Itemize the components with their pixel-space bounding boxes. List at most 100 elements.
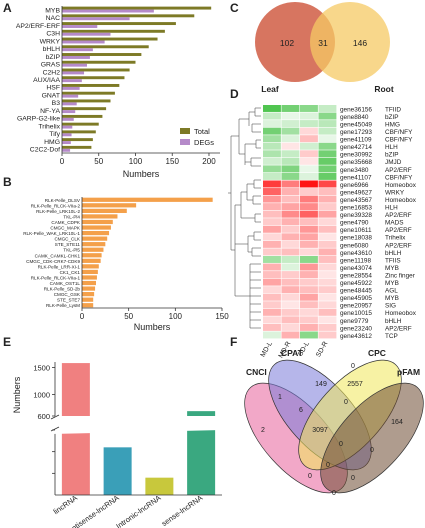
d-gene-label: gene8840 — [340, 114, 369, 121]
d-family-label: bHLH — [385, 318, 402, 325]
f-region-count: 3097 — [312, 427, 328, 434]
d-heatmap-cell — [300, 323, 318, 331]
d-family-label: Homeobox — [385, 310, 417, 317]
d-gene-label: gene39328 — [340, 212, 372, 219]
b-bar — [82, 269, 98, 275]
d-gene-label: gene6966 — [340, 182, 369, 189]
d-gene-label: gene4790 — [340, 220, 369, 227]
d-heatmap-cell — [318, 271, 337, 279]
panel-e-chart: lincRNAAntisense-lncRNAIntronic-lncRNAse… — [12, 362, 223, 528]
d-heatmap-cell — [263, 172, 281, 180]
a-bar-degs — [62, 63, 87, 67]
d-heatmap-cell — [300, 233, 318, 241]
d-heatmap-cell — [263, 256, 281, 263]
e-y-tick-label: 1000 — [33, 390, 50, 399]
b-x-axis-label: Numbers — [134, 322, 171, 332]
d-column-label: MD-L — [260, 340, 274, 358]
b-bar — [82, 242, 106, 247]
d-heatmap-cell — [263, 248, 281, 256]
d-heatmap-cell — [318, 308, 337, 316]
d-gene-label: gene48445 — [340, 288, 372, 295]
b-bar — [82, 214, 118, 219]
d-heatmap-cell — [281, 286, 300, 294]
d-heatmap-cell — [281, 256, 300, 263]
a-category-label: bHLH — [43, 46, 60, 53]
b-category-label: TKL-Pl5 — [63, 248, 80, 253]
f-cpc-label: CPC — [368, 348, 386, 358]
d-heatmap-cell — [281, 323, 300, 331]
d-heatmap-cell — [281, 308, 300, 316]
d-heatmap-cell — [318, 286, 337, 294]
d-heatmap-cell — [318, 105, 337, 112]
c-leaf-circle — [255, 2, 335, 82]
b-category-label: RLK-Pelle_RLCK-VIIa-1 — [31, 275, 81, 280]
d-family-label: bZIP — [385, 114, 399, 121]
b-category-label: RLK-Pelle_SD-2b — [44, 287, 81, 292]
d-heatmap-cell — [263, 112, 281, 120]
d-heatmap-cell — [318, 142, 337, 150]
b-bar — [82, 236, 108, 241]
d-heatmap-cell — [263, 240, 281, 248]
b-category-label: RLK-Pelle_DLSV — [45, 198, 81, 203]
panel-label-a: A — [3, 1, 12, 15]
d-heatmap-cell — [300, 120, 318, 128]
a-category-label: NAC — [46, 15, 60, 22]
e-y-axis-label: Numbers — [12, 376, 22, 413]
d-heatmap-cell — [281, 203, 300, 211]
d-heatmap-cell — [318, 195, 337, 203]
d-heatmap-cell — [263, 142, 281, 150]
d-heatmap-cell — [300, 218, 318, 226]
d-heatmap-cell — [263, 195, 281, 203]
b-x-tick-label: 150 — [215, 312, 229, 321]
a-bar-degs — [62, 71, 85, 75]
d-heatmap-cell — [281, 225, 300, 233]
d-heatmap-cell — [281, 150, 300, 158]
d-gene-label: gene17293 — [340, 129, 372, 136]
d-heatmap-cell — [300, 316, 318, 324]
e-bar — [145, 477, 174, 495]
c-overlap-count: 31 — [318, 38, 328, 48]
d-gene-label: gene41107 — [340, 174, 372, 181]
e-axis-break-gap — [50, 426, 223, 434]
b-bar — [82, 197, 213, 202]
d-family-label: HLH — [385, 144, 398, 151]
panel-label-d: D — [230, 87, 239, 101]
d-heatmap-cell — [300, 165, 318, 173]
d-heatmap-cell — [318, 240, 337, 248]
a-category-label: B3 — [52, 100, 61, 107]
d-family-label: AP2/ERF — [385, 325, 412, 332]
d-heatmap-cell — [300, 225, 318, 233]
a-bar-total — [62, 45, 149, 49]
d-family-label: WRKY — [385, 189, 405, 196]
f-region-count: 164 — [391, 419, 403, 426]
b-bar — [82, 225, 111, 230]
d-heatmap-cell — [318, 127, 337, 135]
d-heatmap-cell — [263, 127, 281, 135]
d-heatmap-cell — [300, 112, 318, 120]
d-gene-label: gene43610 — [340, 250, 372, 257]
d-family-label: MYB — [385, 280, 399, 287]
a-bar-degs — [62, 86, 80, 90]
d-gene-label: gene43567 — [340, 197, 372, 204]
e-y-tick-label: 600 — [37, 412, 50, 421]
a-bar-total — [62, 122, 99, 126]
d-heatmap-cell — [300, 240, 318, 248]
a-category-label: bZIP — [46, 54, 61, 61]
f-region-count: 0 — [344, 399, 348, 406]
d-gene-label: gene42714 — [340, 144, 372, 151]
d-gene-label: gene10611 — [340, 227, 372, 234]
b-bar — [82, 280, 96, 286]
d-heatmap-cell — [300, 256, 318, 263]
f-cpat-label: CPAT — [281, 348, 304, 358]
e-bar-lower — [61, 430, 90, 495]
a-bar-total — [62, 76, 125, 80]
a-bar-degs — [62, 48, 93, 52]
d-gene-label: gene9779 — [340, 318, 369, 325]
d-heatmap-cell — [300, 105, 318, 112]
a-x-axis-label: Numbers — [123, 169, 160, 179]
d-heatmap-cell — [300, 127, 318, 135]
a-bar-total — [62, 22, 176, 26]
a-legend-swatch — [180, 128, 190, 134]
d-heatmap-cell — [300, 150, 318, 158]
d-heatmap-cell — [263, 271, 281, 279]
